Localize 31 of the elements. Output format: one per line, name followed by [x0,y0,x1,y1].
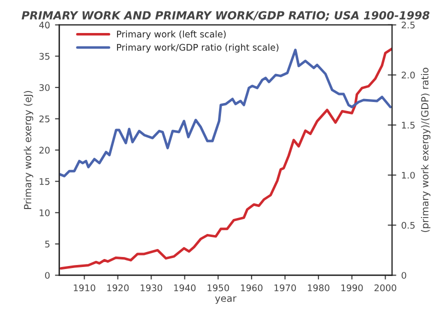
x-tick-label: 1910 [74,284,96,292]
y-tick-label: 0 [45,272,50,279]
y2-tick-label: 0.5 [402,222,415,229]
y2-tick-label: 2.5 [402,22,415,28]
y-tick-label: 15 [40,178,50,185]
x-tick-label: 1980 [308,284,330,292]
y2-tick-label: 1.5 [402,122,415,129]
x-tick-label: 1920 [107,284,129,292]
x-tick-label: 1940 [174,284,196,292]
y2-tick-label: 2.0 [402,72,415,79]
x-tick-label: 1960 [241,284,262,292]
y-tick-label: 35 [39,52,50,60]
x-axis-title: year [215,296,236,304]
y-tick-label: 5 [45,240,50,248]
y-tick-label: 25 [39,115,50,122]
y2-tick-label: 0 [402,272,406,279]
x-tick-label: 1950 [208,284,230,292]
y2-tick-label: 1.0 [402,172,415,179]
y-tick-label: 10 [40,209,50,216]
x-tick-label: 1930 [140,284,162,292]
y-tick-label: 30 [39,84,50,92]
legend-label: Primary work (left scale) [117,30,226,40]
y-axis-title: Primary work exergy (eJ) [24,90,34,210]
x-tick-label: 1970 [274,284,296,292]
x-tick-label: 1990 [341,284,363,292]
legend-label: Primary work/GDP ratio (right scale) [117,44,278,52]
y-tick-label: 20 [39,146,50,154]
x-tick-label: 2000 [374,284,396,292]
y-tick-label: 40 [39,22,50,28]
y2-axis-title: (primary work exergy)/(GDP) ratio [420,68,430,232]
chart-title: PRIMARY WORK AND PRIMARY WORK/GDP RATIO; USA 1900-1998 [22,11,430,21]
